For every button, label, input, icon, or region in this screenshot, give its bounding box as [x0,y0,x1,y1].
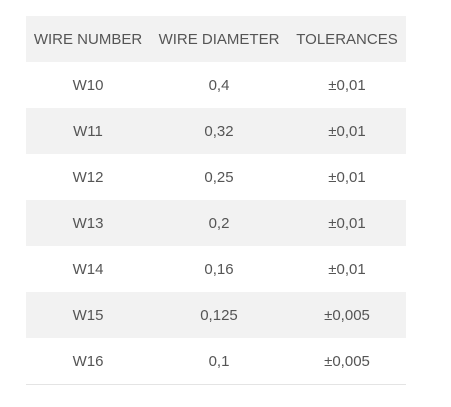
table-row: W14 0,16 ±0,01 [26,246,406,292]
table-cell: W12 [72,168,104,186]
table-cell: ±0,01 [328,214,366,232]
table-row: W11 0,32 ±0,01 [26,108,406,154]
table-cell: ±0,01 [328,76,366,94]
table-cell: 0,32 [204,122,234,140]
table-row: W12 0,25 ±0,01 [26,154,406,200]
table-cell: 0,16 [204,260,234,278]
table-cell: W10 [72,76,104,94]
table-cell: 0,4 [208,76,230,94]
table-row: W15 0,125 ±0,005 [26,292,406,338]
table-cell: ±0,01 [328,122,366,140]
table-cell: ±0,005 [288,338,406,385]
table-cell: ±0,01 [328,260,366,278]
header-cell: TOLERANCES [296,30,398,48]
table-body: W10 0,4 ±0,01 W11 0,32 ±0,01 W12 0,25 ±0,01 W13 0,… [26,62,406,385]
table-cell: W13 [72,214,104,232]
table-cell: 0,125 [200,306,238,324]
table-cell: 0,25 [204,168,234,186]
header-cell: WIRE DIAMETER [158,30,280,48]
table-cell: ±0,01 [328,168,366,186]
table-row: W13 0,2 ±0,01 [26,200,406,246]
table-cell: W11 [73,122,103,140]
table-row: W10 0,4 ±0,01 [26,62,406,108]
table-cell: W16 [26,338,150,385]
table-cell: 0,2 [208,214,230,232]
table-cell: 0,1 [150,338,288,385]
wire-table: WIRE NUMBER WIRE DIAMETER TOLERANCES W10… [26,16,406,385]
header-cell: WIRE NUMBER [33,30,143,48]
table-header: WIRE NUMBER WIRE DIAMETER TOLERANCES [26,16,406,62]
table-cell: ±0,005 [324,306,370,324]
header-row: WIRE NUMBER WIRE DIAMETER TOLERANCES [26,16,406,62]
table-cell: W14 [72,260,104,278]
table-cell: W15 [72,306,104,324]
table-row: W16 0,1 ±0,005 [26,338,406,385]
